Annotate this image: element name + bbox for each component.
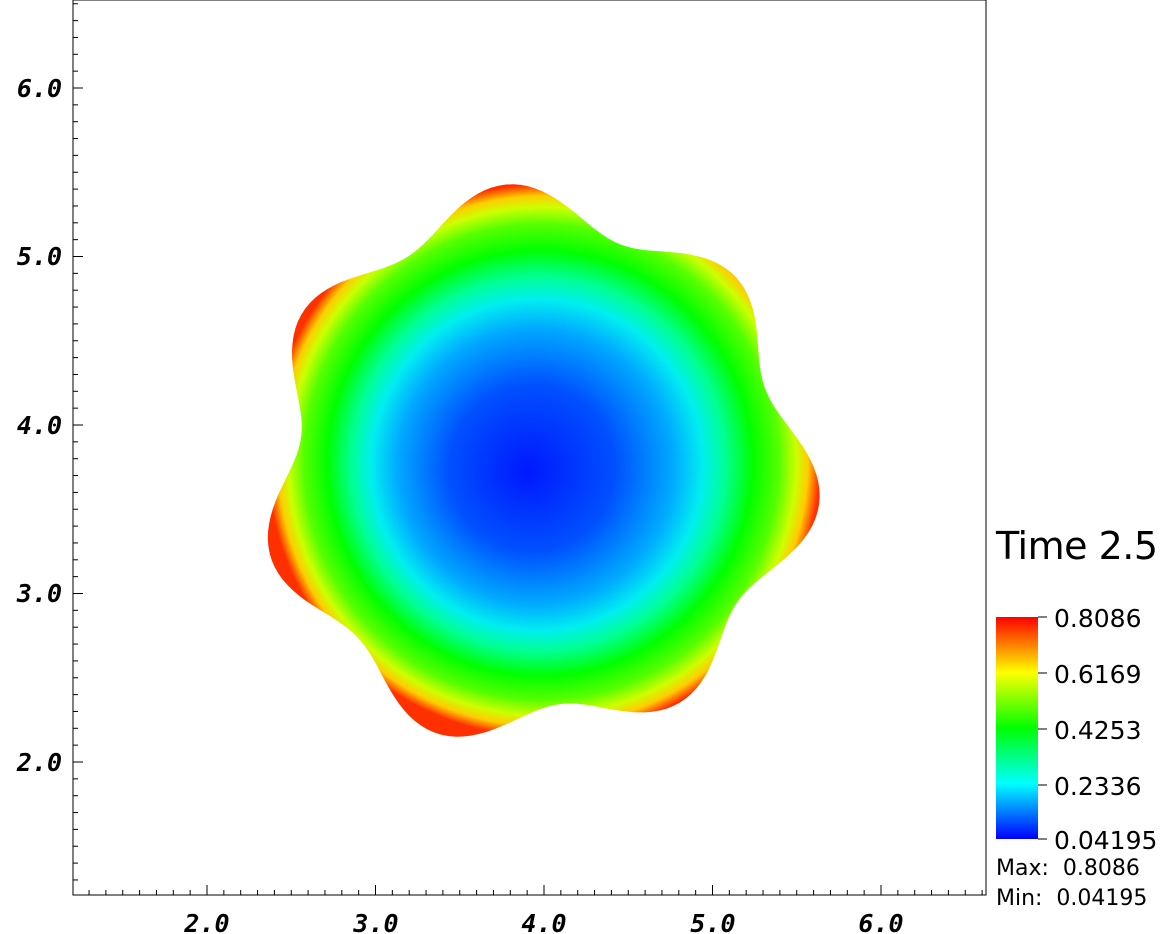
axis-ticks — [73, 3, 983, 895]
x-tick-label: 4.0 — [521, 909, 566, 934]
field-layer — [267, 184, 820, 737]
x-tick-label: 2.0 — [183, 909, 229, 934]
y-tick-label: 6.0 — [17, 74, 62, 103]
x-tick-label: 5.0 — [690, 909, 735, 934]
x-tick-label: 6.0 — [858, 909, 903, 934]
legend-title: Time 2.5 — [996, 524, 1158, 568]
min-value: Min: 0.04195 — [996, 886, 1148, 911]
colorbar-label: 0.04195 — [1054, 826, 1158, 855]
colorbar — [996, 616, 1047, 840]
colorbar-label: 0.4253 — [1054, 716, 1142, 745]
y-tick-label: 4.0 — [17, 411, 62, 440]
y-tick-label: 3.0 — [16, 579, 62, 608]
y-tick-label: 5.0 — [17, 242, 62, 271]
axes-frame — [72, 0, 987, 896]
y-tick-label: 2.0 — [16, 748, 62, 777]
x-tick-labels: 2.0 3.0 4.0 5.0 6.0 — [183, 909, 903, 934]
max-value: Max: 0.8086 — [996, 856, 1140, 881]
y-tick-labels: 2.0 3.0 4.0 5.0 6.0 — [16, 74, 62, 777]
colorbar-label: 0.2336 — [1054, 772, 1142, 801]
colorbar-label: 0.6169 — [1054, 660, 1142, 689]
scalar-field — [267, 184, 820, 737]
colorbar-gradient — [996, 617, 1038, 839]
colorbar-ticks — [1038, 616, 1047, 840]
x-tick-label: 3.0 — [352, 909, 398, 934]
colorbar-label: 0.8086 — [1054, 604, 1142, 633]
